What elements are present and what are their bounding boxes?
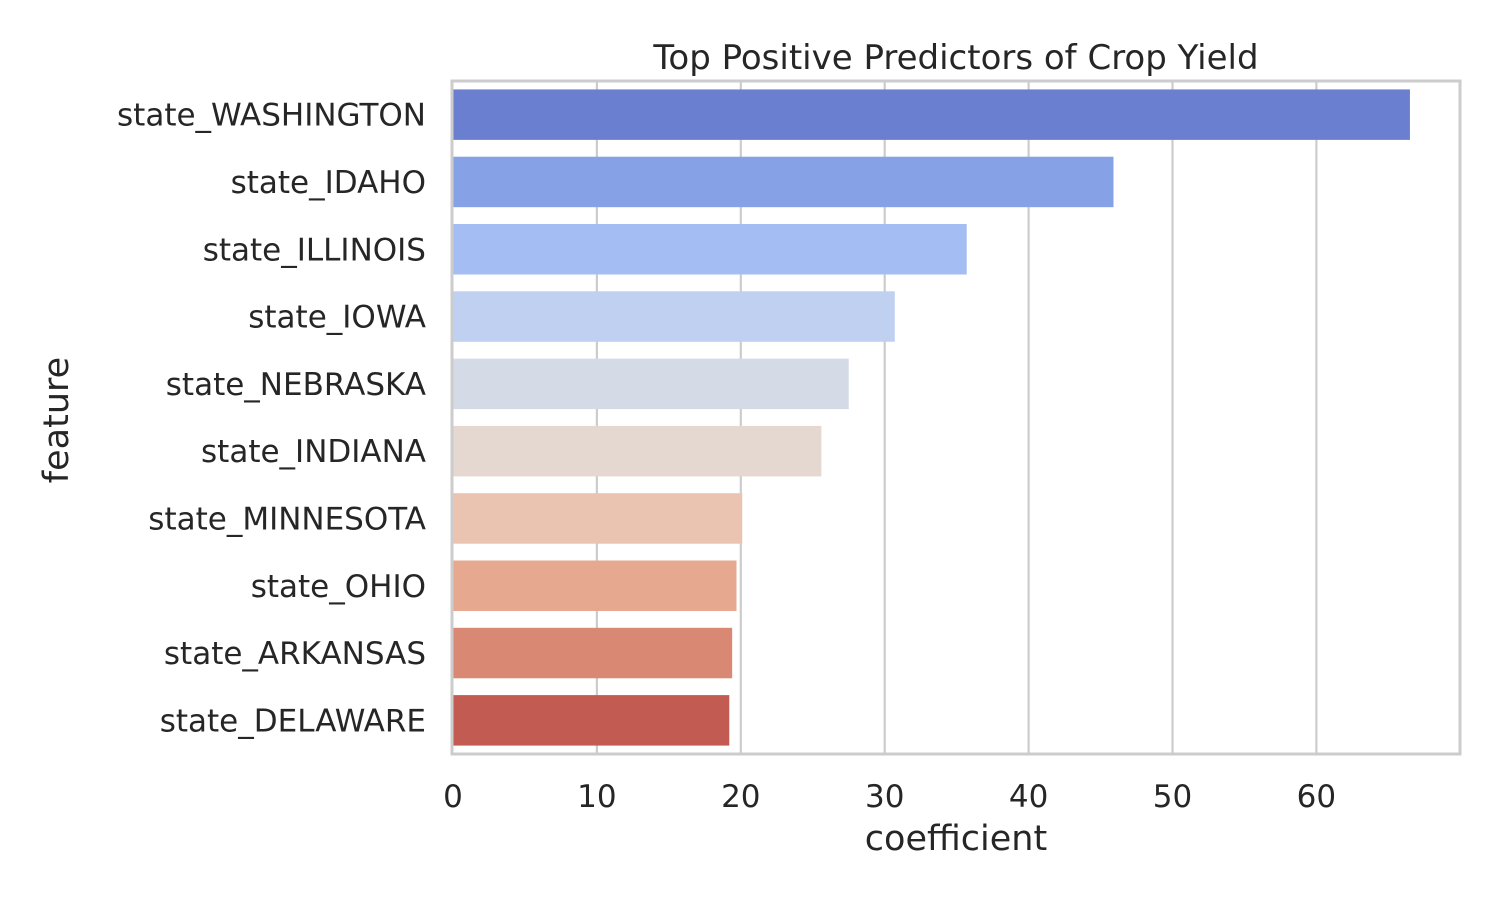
- bar-state-ohio: [453, 560, 737, 611]
- x-tick-label-30: 30: [865, 779, 904, 815]
- y-tick-label-state-nebraska: state_NEBRASKA: [166, 367, 426, 403]
- y-axis-label: feature: [37, 357, 77, 483]
- x-tick-label-60: 60: [1297, 779, 1336, 815]
- x-tick-label-50: 50: [1153, 779, 1192, 815]
- bar-state-iowa: [453, 291, 895, 342]
- bar-state-washington: [453, 89, 1410, 140]
- y-tick-label-state-arkansas: state_ARKANSAS: [164, 636, 426, 672]
- bar-state-idaho: [453, 156, 1114, 208]
- y-tick-label-state-minnesota: state_MINNESOTA: [148, 501, 426, 537]
- chart-title: Top Positive Predictors of Crop Yield: [652, 38, 1258, 78]
- y-tick-label-state-delaware: state_DELAWARE: [160, 703, 426, 739]
- y-tick-label-state-illinois: state_ILLINOIS: [203, 232, 426, 268]
- bar-state-nebraska: [453, 358, 849, 410]
- bar-state-minnesota: [453, 493, 743, 544]
- y-tick-label-state-idaho: state_IDAHO: [231, 165, 426, 201]
- plot-frame: [450, 79, 1462, 756]
- y-tick-label-state-washington: state_WASHINGTON: [117, 98, 426, 134]
- bar-state-delaware: [453, 695, 730, 746]
- y-tick-label-state-ohio: state_OHIO: [251, 569, 426, 605]
- x-tick-labels: 0 10 20 30 40 50 60: [443, 779, 1336, 815]
- bar-state-illinois: [453, 224, 967, 275]
- x-tick-label-10: 10: [577, 779, 616, 815]
- bar-state-indiana: [453, 425, 822, 477]
- x-tick-label-40: 40: [1009, 779, 1048, 815]
- x-tick-label-20: 20: [721, 779, 760, 815]
- y-tick-label-state-indiana: state_INDIANA: [201, 434, 426, 470]
- y-tick-label-state-iowa: state_IOWA: [248, 300, 426, 336]
- x-axis-label: coefficient: [865, 819, 1047, 859]
- y-tick-labels: state_WASHINGTON state_IDAHO state_ILLINOI…: [117, 98, 426, 740]
- bar-layer: [453, 89, 1410, 746]
- bar-state-arkansas: [453, 627, 733, 679]
- x-tick-label-0: 0: [443, 779, 463, 815]
